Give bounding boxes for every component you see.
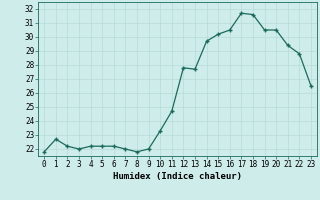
X-axis label: Humidex (Indice chaleur): Humidex (Indice chaleur) (113, 172, 242, 181)
